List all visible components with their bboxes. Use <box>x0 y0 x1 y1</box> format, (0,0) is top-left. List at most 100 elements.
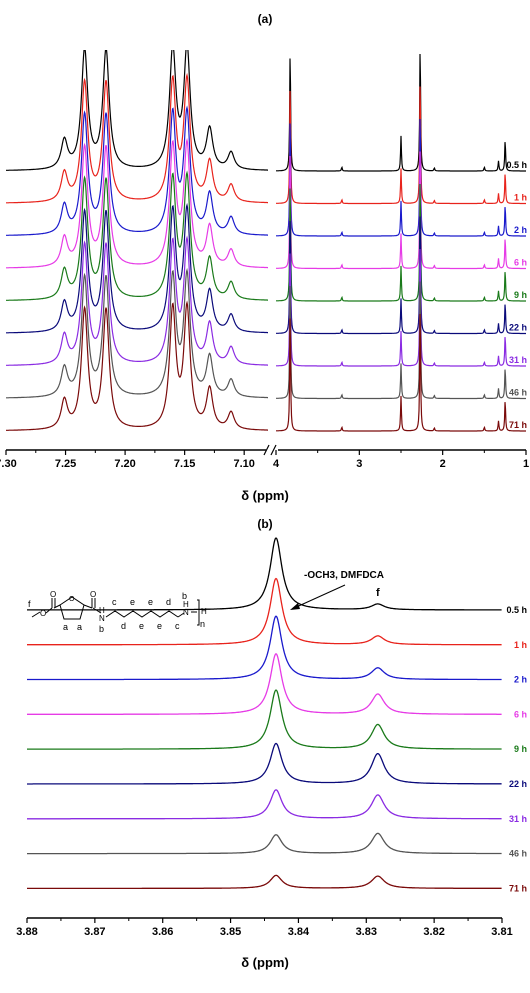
series-label: 31 h <box>509 814 527 824</box>
structure-label-c: c <box>112 597 117 607</box>
series-label: 46 h <box>509 388 527 398</box>
structure-label-c: c <box>175 621 180 631</box>
series-label: 46 h <box>509 849 527 859</box>
x-axis-title-b: δ (ppm) <box>241 955 289 970</box>
spectrum-line <box>6 137 268 269</box>
series-label: 9 h <box>514 290 527 300</box>
spectrum-trace-4 <box>6 170 526 302</box>
structure-atom-n: N <box>183 608 189 617</box>
bond <box>177 612 185 618</box>
structure-label-e: e <box>139 621 144 631</box>
structure-atom-o: O <box>69 596 75 603</box>
series-label: 1 h <box>514 193 527 203</box>
panel-b: (b) 0.5 h 1 h 2 h 6 h 9 h 22 h 31 h 46 h 71 h -OCH… <box>16 517 527 970</box>
x-tick-label: 3.83 <box>356 926 377 938</box>
spectrum-trace-7 <box>6 267 526 400</box>
x-axis-title-a: δ (ppm) <box>241 488 289 503</box>
structure-label-a: a <box>63 622 68 632</box>
structure-label-d: d <box>121 621 126 631</box>
furan-ring <box>59 596 85 620</box>
series-label: 2 h <box>514 225 527 235</box>
spectrum-trace-b-8 <box>27 874 502 890</box>
series-label: 6 h <box>514 709 527 719</box>
spectrum-line <box>6 235 268 366</box>
spectrum-trace-6 <box>6 235 526 367</box>
structure-atom-n: N <box>99 614 105 623</box>
series-label: 71 h <box>509 420 527 430</box>
spectrum-trace-0 <box>6 50 526 172</box>
x-tick-label: 3.88 <box>16 926 37 938</box>
spectrum-line <box>276 151 526 270</box>
spectrum-trace-b-6 <box>27 789 502 820</box>
repeat-bracket <box>197 599 200 626</box>
spectrum-trace-8 <box>6 300 526 432</box>
x-tick-label: 3.81 <box>491 926 512 938</box>
panel-a: (a) 0.5 h 1 h 2 h 6 h 9 h 22 h 31 h 46 h 71 h 7.30… <box>0 12 529 503</box>
x-tick-label: 7.20 <box>114 458 135 470</box>
spectrum-line <box>276 313 526 432</box>
spectrum-trace-2 <box>6 105 526 237</box>
structure-atom-h: H <box>99 606 105 615</box>
structure-label-b: b <box>99 624 104 634</box>
bond <box>45 607 53 614</box>
series-label: 2 h <box>514 675 527 685</box>
spectrum-line <box>6 105 268 236</box>
structure-label-d: d <box>166 597 171 607</box>
x-tick-label: 3.84 <box>288 926 310 938</box>
bond <box>53 604 61 609</box>
structure-atom-o: O <box>50 590 56 599</box>
spectrum-line <box>6 72 268 204</box>
structure-label-b: b <box>182 591 187 601</box>
spectrum-trace-b-0 <box>27 537 502 611</box>
x-tick-label: 3 <box>356 458 362 470</box>
structure-label-f: f <box>28 599 31 609</box>
series-label: 6 h <box>514 258 527 268</box>
axis-break-mark <box>270 444 277 456</box>
structure-label-a: a <box>77 622 82 632</box>
structure-atom-h: H <box>201 607 207 616</box>
annotation-main-peak: -OCH3, DMFDCA <box>304 570 384 581</box>
panel-a-label: (a) <box>258 12 273 26</box>
series-label: 22 h <box>509 779 527 789</box>
x-tick-label: 7.10 <box>233 458 254 470</box>
spectrum-line <box>276 248 526 367</box>
spectrum-trace-3 <box>6 137 526 270</box>
x-tick-label: 4 <box>273 458 280 470</box>
x-tick-label: 3.85 <box>220 926 241 938</box>
structure-atom-h: H <box>183 600 189 609</box>
axis-break-mark <box>263 444 270 456</box>
x-tick-label: 2 <box>440 458 446 470</box>
structure-label-e: e <box>148 597 153 607</box>
series-label: 22 h <box>509 323 527 333</box>
spectrum-line <box>6 267 268 399</box>
series-label: 1 h <box>514 640 527 650</box>
annotation-arrowhead <box>290 603 300 610</box>
spectrum-line <box>276 183 526 302</box>
spectrum-line <box>6 50 268 171</box>
structure-atom-o: O <box>90 590 96 599</box>
alkyl-chain <box>105 610 179 618</box>
spectrum-line <box>276 118 526 237</box>
series-label: 31 h <box>509 355 527 365</box>
x-tick-label: 3.82 <box>423 926 444 938</box>
structure-label-n: n <box>200 619 205 629</box>
spectrum-trace-b-3 <box>27 652 502 715</box>
spectrum-line <box>276 86 526 205</box>
panel-b-label: (b) <box>257 517 272 531</box>
bond <box>31 611 41 618</box>
series-label: 9 h <box>514 744 527 754</box>
spectrum-line <box>6 300 268 431</box>
bond <box>92 607 102 614</box>
chemical-structure: f O O O a a O H N b c d e <box>28 590 207 634</box>
x-tick-label: 7.30 <box>0 458 17 470</box>
spectrum-line <box>6 202 268 334</box>
structure-label-e: e <box>157 621 162 631</box>
x-tick-label: 3.87 <box>84 926 105 938</box>
x-tick-label: 7.15 <box>174 458 195 470</box>
annotation-minor-peak: f <box>376 587 380 599</box>
spectrum-trace-b-2 <box>27 615 502 681</box>
annotation-arrow <box>291 584 346 610</box>
spectrum-line <box>276 281 526 400</box>
